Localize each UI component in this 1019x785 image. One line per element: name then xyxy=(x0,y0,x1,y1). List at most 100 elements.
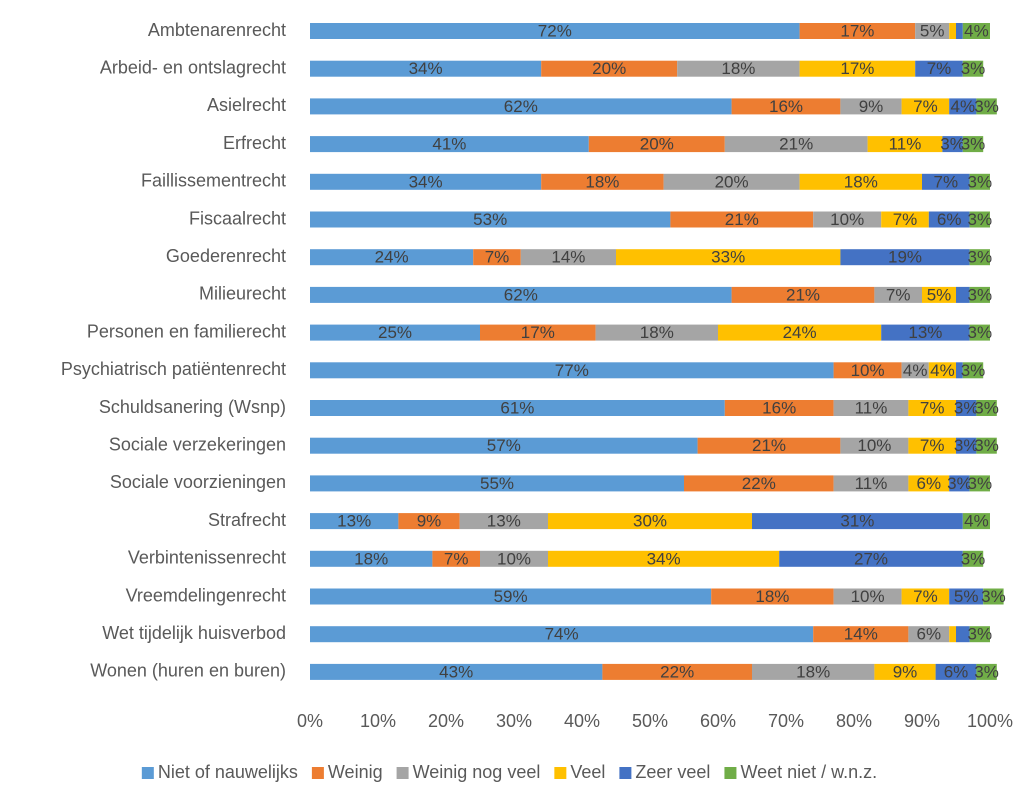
data-label: 3% xyxy=(961,549,986,568)
data-label: 20% xyxy=(592,59,626,78)
data-label: 11% xyxy=(889,135,922,154)
bar-segment xyxy=(935,663,977,680)
bar-segment xyxy=(718,324,882,341)
bar-segment xyxy=(480,550,548,567)
bar-segment xyxy=(901,588,950,605)
bar-segment xyxy=(548,513,752,530)
data-label: 11% xyxy=(855,398,888,417)
x-tick-label: 70% xyxy=(768,711,804,731)
bar-segment xyxy=(962,136,984,153)
data-label: 13% xyxy=(908,323,942,342)
data-label: 3% xyxy=(940,135,965,154)
data-label: 31% xyxy=(840,512,874,531)
x-tick-label: 60% xyxy=(700,711,736,731)
bar-segment xyxy=(969,324,990,341)
data-label: 59% xyxy=(494,587,528,606)
bar-segment xyxy=(310,475,684,492)
data-label: 4% xyxy=(964,512,989,531)
data-label: 34% xyxy=(409,59,443,78)
data-label: 5% xyxy=(954,587,979,606)
bar-segment xyxy=(962,362,984,379)
bar-segment xyxy=(962,23,990,39)
data-label: 3% xyxy=(954,436,979,455)
bar-segment xyxy=(711,588,834,605)
x-tick-label: 40% xyxy=(564,711,600,731)
legend-swatch xyxy=(619,767,632,779)
bar-segment xyxy=(310,23,800,39)
bar-segment xyxy=(310,60,542,77)
data-label: 4% xyxy=(903,361,928,380)
legend-swatch xyxy=(311,767,324,779)
data-label: 10% xyxy=(851,587,885,606)
data-label: 53% xyxy=(473,210,507,229)
bar-segment xyxy=(833,475,909,492)
data-label: 3% xyxy=(961,361,986,380)
data-label: 24% xyxy=(375,248,409,267)
bar-segment xyxy=(310,513,399,530)
data-label: 20% xyxy=(715,172,749,191)
bar-segment xyxy=(956,23,963,39)
x-tick-label: 10% xyxy=(360,711,396,731)
legend-swatch xyxy=(396,767,409,779)
bar-segment xyxy=(310,550,433,567)
data-label: 62% xyxy=(504,97,538,116)
bar-segment xyxy=(310,173,542,190)
bar-segment xyxy=(310,437,698,454)
data-label: 18% xyxy=(640,323,674,342)
bar-segment xyxy=(901,362,929,379)
bar-segment xyxy=(922,173,970,190)
bar-segment xyxy=(840,437,909,454)
data-label: 3% xyxy=(974,398,999,417)
category-label: Sociale verzekeringen xyxy=(109,434,286,454)
bar-segment xyxy=(962,513,990,530)
x-tick-label: 20% xyxy=(428,711,464,731)
bar-segment xyxy=(949,588,984,605)
bar-segment xyxy=(310,286,732,303)
data-label: 20% xyxy=(640,135,674,154)
data-label: 13% xyxy=(487,512,521,531)
data-label: 18% xyxy=(354,549,388,568)
data-label: 7% xyxy=(913,97,938,116)
bar-segment xyxy=(432,550,480,567)
bar-segment xyxy=(310,588,712,605)
bar-segment xyxy=(908,626,950,643)
bar-segment xyxy=(310,136,589,153)
bar-segment xyxy=(956,626,970,643)
bar-segment xyxy=(901,98,950,115)
bar-segment xyxy=(310,324,480,341)
x-tick-label: 80% xyxy=(836,711,872,731)
bar-segment xyxy=(670,211,814,228)
bar-segment xyxy=(520,249,616,266)
bar-segment xyxy=(908,475,950,492)
bar-segment xyxy=(684,475,834,492)
data-label: 33% xyxy=(711,248,745,267)
data-label: 18% xyxy=(844,172,878,191)
bar-segment xyxy=(724,400,834,416)
legend-label: Niet of nauwelijks xyxy=(158,762,298,782)
category-label: Ambtenarenrecht xyxy=(148,20,286,40)
data-label: 17% xyxy=(521,323,555,342)
data-label: 11% xyxy=(855,474,888,493)
data-label: 21% xyxy=(779,135,813,154)
bar-segment xyxy=(697,437,841,454)
data-label: 74% xyxy=(545,625,579,644)
bar-segment xyxy=(874,286,922,303)
data-label: 21% xyxy=(752,436,786,455)
data-label: 3% xyxy=(968,323,993,342)
bar-segment xyxy=(976,437,997,454)
bar-segment xyxy=(949,23,956,39)
bar-segment xyxy=(867,136,943,153)
bar-segment xyxy=(840,98,902,115)
category-label: Verbintenissenrecht xyxy=(128,548,286,568)
data-label: 9% xyxy=(893,662,918,681)
bar-segment xyxy=(833,588,902,605)
data-label: 7% xyxy=(920,436,945,455)
bar-segment xyxy=(616,249,841,266)
bar-segment xyxy=(962,550,984,567)
data-label: 17% xyxy=(840,21,874,40)
data-label: 62% xyxy=(504,285,538,304)
data-label: 22% xyxy=(660,662,694,681)
data-label: 7% xyxy=(485,248,510,267)
data-label: 27% xyxy=(854,549,888,568)
